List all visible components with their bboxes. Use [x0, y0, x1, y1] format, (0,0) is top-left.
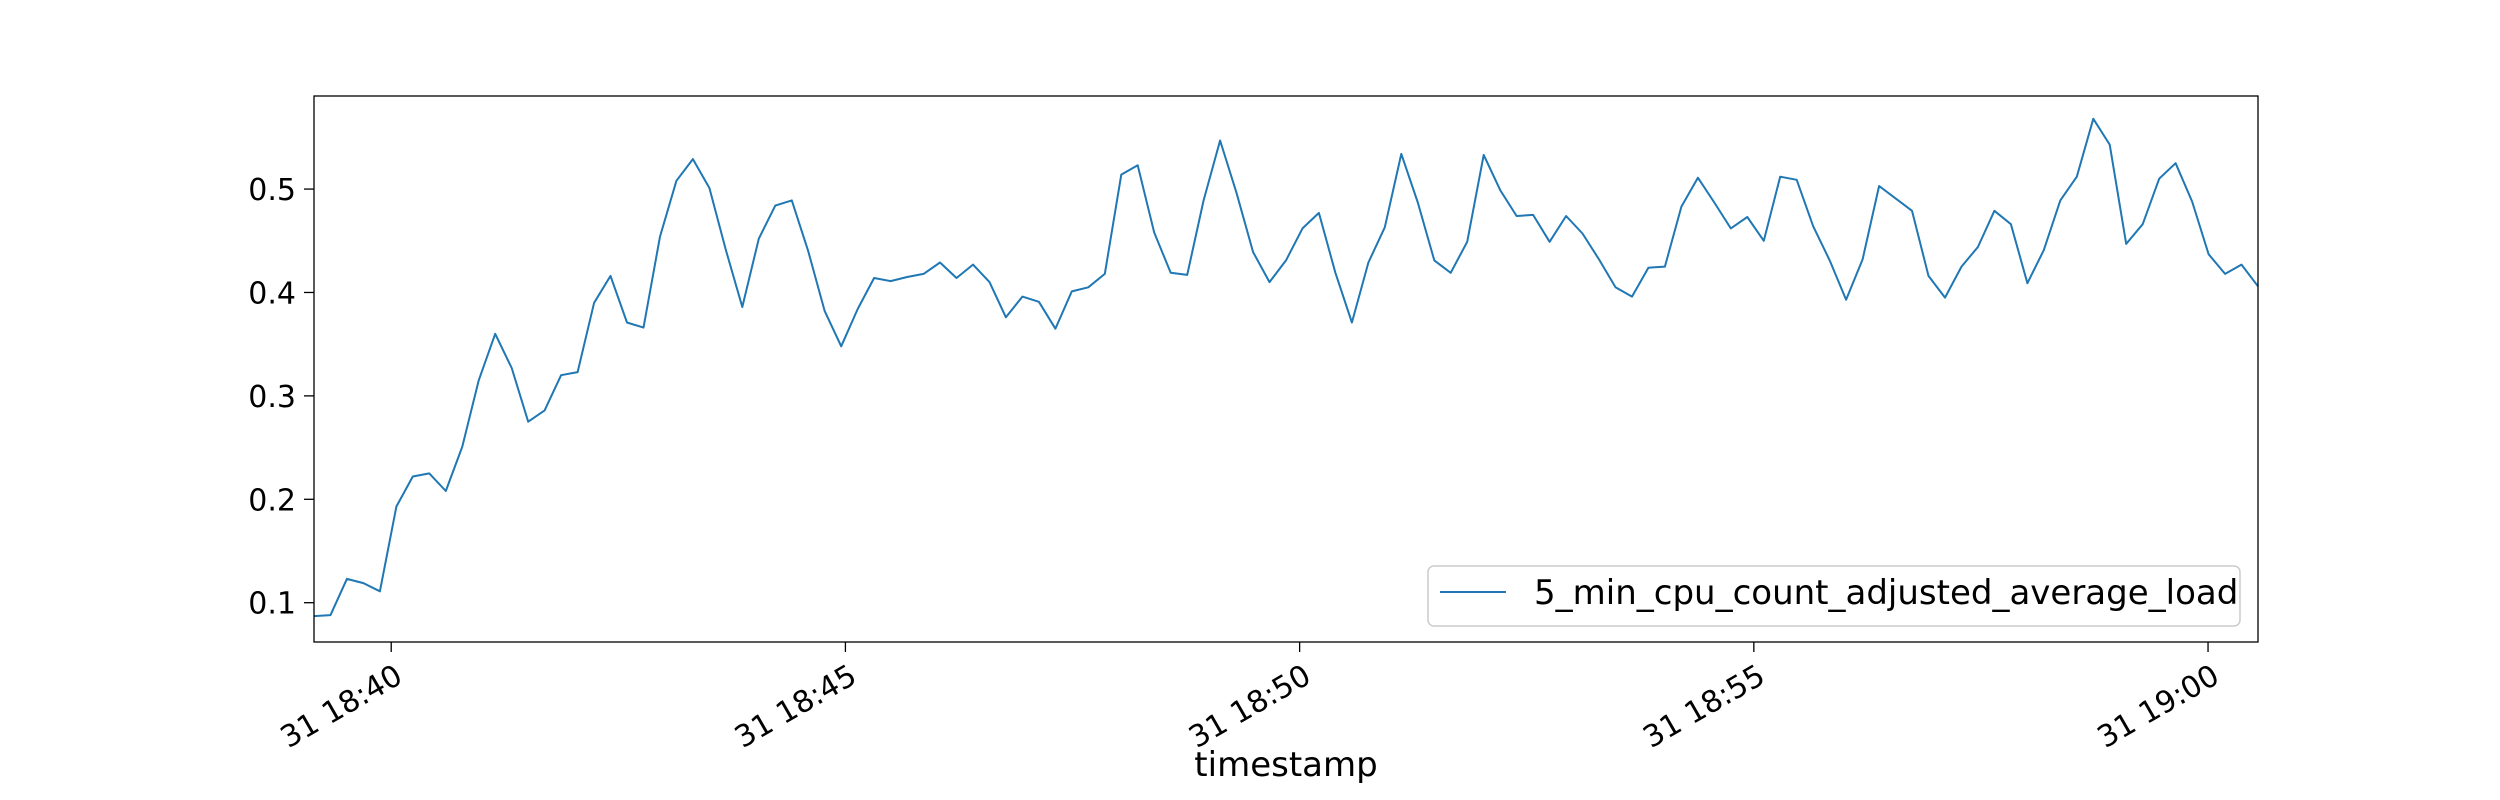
- x-axis-label: timestamp: [1194, 745, 1377, 785]
- x-tick-label: 31 18:50: [1183, 658, 1317, 755]
- series-line: [313, 117, 2259, 618]
- y-tick-label: 0.1: [248, 587, 296, 622]
- x-tick-label: 31 19:00: [2092, 658, 2226, 755]
- y-tick-label: 0.5: [248, 173, 296, 208]
- plot-area-frame: [313, 95, 2259, 643]
- y-axis-ticks: 0.1 0.2 0.3 0.4 0.5: [248, 173, 314, 622]
- legend-box: [1427, 565, 2241, 627]
- x-tick-label: 31 18:40: [275, 658, 409, 755]
- legend-label: 5_min_cpu_count_adjusted_average_load: [1534, 573, 2238, 613]
- y-tick-label: 0.4: [248, 276, 296, 311]
- x-tick-label: 31 18:45: [729, 658, 863, 755]
- x-axis-ticks: 31 18:40 31 18:45 31 18:50 31 18:55 31 19:00: [275, 642, 2226, 755]
- series-layer: [313, 117, 2259, 618]
- y-tick-label: 0.2: [248, 483, 296, 518]
- x-tick-label: 31 18:55: [1637, 658, 1771, 755]
- legend: 5_min_cpu_count_adjusted_average_load: [1427, 565, 2241, 627]
- y-tick-label: 0.3: [248, 380, 296, 415]
